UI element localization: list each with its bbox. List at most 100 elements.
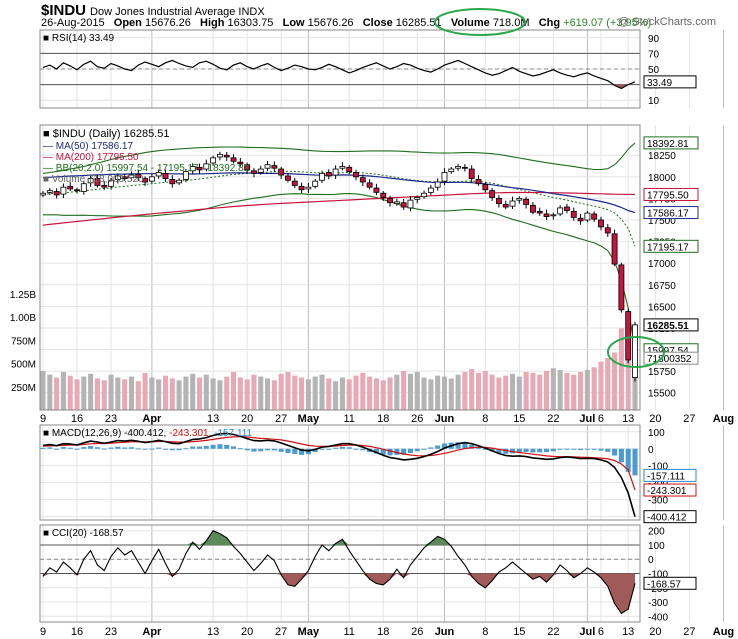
macd-histogram-bar <box>271 448 277 451</box>
macd-histogram-bar <box>67 447 73 449</box>
volume-bar <box>339 377 345 410</box>
candle-body <box>570 210 577 218</box>
volume-bar <box>326 378 332 410</box>
price-tick-label: 15500 <box>648 389 676 400</box>
volume-bar <box>455 374 461 410</box>
macd-histogram-bar <box>101 448 107 450</box>
macd-last-label: -400.412 <box>647 513 687 524</box>
macd-histogram-bar <box>299 448 305 455</box>
low-label: Low <box>282 17 305 29</box>
volume-bar <box>47 374 53 410</box>
volume-bar <box>74 379 80 410</box>
cci-last-label-box <box>643 576 697 590</box>
candle-body <box>468 168 475 179</box>
candle-body <box>251 170 257 174</box>
candle-body <box>516 198 523 201</box>
volume-bar <box>482 371 488 410</box>
price-legend-bb: — BB(20,2.0) 15997.54 - 17195.17 - 18392… <box>43 163 250 174</box>
candle-body <box>53 191 60 196</box>
x-tick-label: 18 <box>377 626 389 638</box>
macd-tick-label: -300 <box>648 496 668 507</box>
rsi-line <box>42 59 636 90</box>
macd-last-label-box <box>643 468 697 482</box>
macd-histogram-bar <box>346 447 352 449</box>
candle-body <box>359 177 366 183</box>
macd-histogram-bar <box>217 444 223 449</box>
candle-body <box>564 206 570 211</box>
macd-histogram-bar <box>462 442 468 449</box>
candle-body <box>407 199 414 209</box>
volume-bar <box>618 328 624 410</box>
candle-body <box>80 183 87 192</box>
candle-body <box>271 165 278 169</box>
candle-body <box>278 168 285 176</box>
x-tick-label: 23 <box>105 413 117 425</box>
candle-body <box>502 204 509 208</box>
price-tag-label: 71800352 <box>647 354 692 365</box>
index-name: Dow Jones Industrial Average INDX <box>90 6 265 18</box>
x-tick-label: 16 <box>71 413 83 425</box>
candle-body <box>196 166 203 171</box>
x-tick-label: 8 <box>482 413 488 425</box>
rsi-last-label: 33.49 <box>647 78 672 89</box>
cci-tick-label: 0 <box>648 555 654 566</box>
macd-histogram-bar <box>326 448 332 450</box>
x-tick-label: 8 <box>482 626 488 638</box>
candle-body <box>285 175 291 181</box>
macd-histogram-bar <box>373 448 379 454</box>
price-tag-label: 15997.54 <box>647 346 689 357</box>
volume-bar <box>550 368 556 410</box>
x-tick-label: May <box>298 413 320 425</box>
candle-body <box>67 185 74 190</box>
x-tick-label: 6 <box>598 413 604 425</box>
candle-body <box>121 176 128 179</box>
price-tag-label: 18392.81 <box>647 139 689 150</box>
candle-body <box>223 154 230 158</box>
candle-body <box>162 172 169 179</box>
x-tick-label: 27 <box>683 626 695 638</box>
volume-bar <box>360 372 366 410</box>
price-tick-label: 15750 <box>648 367 676 378</box>
volume-bar <box>149 377 155 410</box>
macd-histogram-bar <box>128 447 134 449</box>
candle-body <box>461 166 468 169</box>
candle-body <box>305 186 312 190</box>
x-tick-label: 9 <box>40 413 46 425</box>
ma200-line <box>42 191 636 226</box>
open-value: 15676.26 <box>144 17 191 29</box>
price-tag-box <box>643 318 699 332</box>
volume-bar <box>598 361 604 410</box>
candle-body <box>332 168 339 176</box>
macd-histogram-bar <box>353 448 359 450</box>
rsi-tick-label: 50 <box>648 65 660 76</box>
macd-histogram-bar <box>550 448 556 452</box>
candle-body <box>319 172 325 181</box>
candle-body <box>203 163 210 170</box>
volume-bar <box>108 374 114 410</box>
volume-bar <box>496 377 502 410</box>
candle-body <box>530 204 536 213</box>
macd-histogram-bar <box>428 447 434 449</box>
volume-bar <box>414 371 420 410</box>
macd-histogram-bar <box>74 448 80 450</box>
macd-histogram-bar <box>598 448 604 451</box>
x-tick-label: 11 <box>343 626 354 638</box>
volume-bar <box>475 372 482 410</box>
macd-histogram-bar <box>210 444 216 449</box>
volume-tick-label: 500M <box>11 360 36 371</box>
macd-histogram-bar <box>625 448 631 472</box>
volume-bar <box>40 371 46 410</box>
cci-oversold-fill <box>43 573 635 614</box>
x-tick-label: 6 <box>598 626 604 638</box>
x-tick-label: Jun <box>435 413 455 425</box>
x-tick-label: 26 <box>411 626 423 638</box>
candle-body <box>543 213 550 217</box>
macd-legend-signal: -243.301, <box>169 428 214 439</box>
macd-histogram-bar <box>503 448 509 454</box>
macd-histogram-bar <box>632 448 638 476</box>
macd-histogram-bar <box>40 447 46 449</box>
price-highlight-circle <box>607 336 665 368</box>
volume-bar <box>196 377 203 410</box>
macd-last-label: -243.301 <box>647 486 687 497</box>
